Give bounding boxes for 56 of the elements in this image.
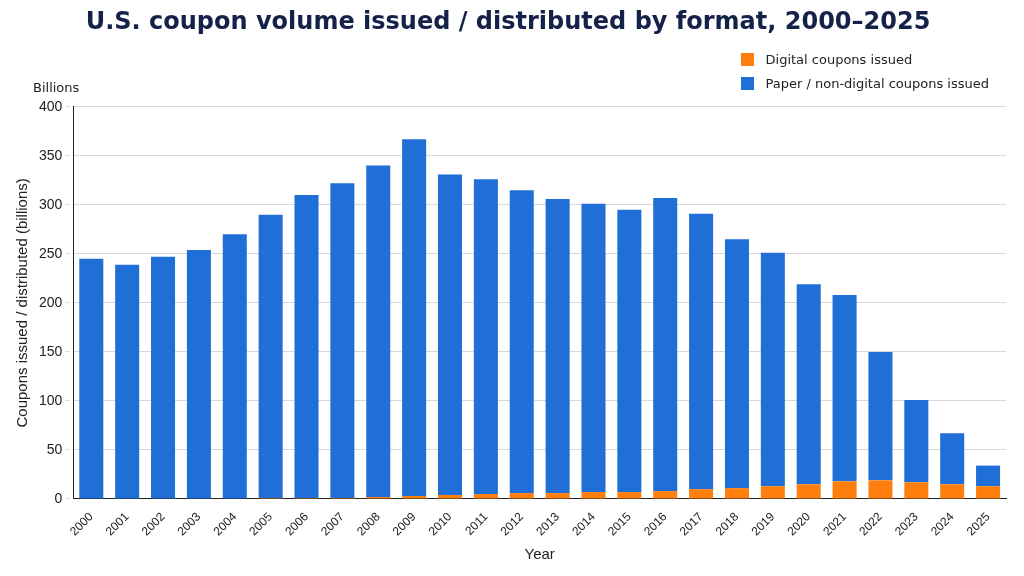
bar [473, 179, 498, 495]
bar [509, 190, 534, 494]
y-tick-label: 100 [39, 391, 63, 408]
bar [653, 197, 678, 492]
bar [904, 482, 929, 499]
bar [940, 433, 965, 485]
bar [832, 481, 857, 499]
bar [79, 258, 104, 499]
bar [509, 493, 534, 499]
y-tick-label: 400 [39, 97, 63, 114]
bar [760, 486, 785, 499]
bar [689, 489, 714, 499]
bar [653, 491, 678, 499]
bar [545, 198, 570, 494]
bar [581, 203, 606, 493]
bar [437, 174, 463, 496]
bar [581, 492, 606, 499]
y-tick-label: 0 [54, 489, 63, 506]
y-tick-label: 200 [39, 293, 63, 310]
bar [976, 486, 1001, 499]
bar [976, 465, 1001, 487]
bar [366, 165, 391, 497]
bar [330, 183, 355, 498]
bar [258, 214, 283, 498]
bar [186, 249, 211, 499]
bar [868, 480, 893, 499]
bar [760, 252, 785, 487]
bar [904, 399, 929, 483]
bar [222, 234, 247, 499]
bar [868, 351, 893, 481]
bar [724, 488, 749, 499]
bar [151, 256, 176, 499]
bar [115, 264, 140, 499]
bar [689, 213, 714, 490]
y-tick-label: 300 [39, 195, 63, 212]
y-tick-label: 350 [39, 146, 63, 163]
bar [617, 209, 642, 493]
bar [294, 195, 319, 498]
bar [796, 484, 821, 499]
y-tick-label: 150 [39, 342, 63, 359]
text: Billions [33, 79, 80, 95]
legend-label: Digital coupons issued [765, 52, 913, 67]
bar [796, 284, 821, 485]
x-axis-title: Year [524, 545, 555, 563]
bar [940, 484, 965, 499]
bar [724, 239, 749, 489]
bar [832, 295, 857, 482]
y-tick-label: 50 [46, 440, 63, 457]
chart-title: U.S. coupon volume issued / distributed by format, 2000–2025 [85, 6, 931, 35]
y-tick-label: 250 [39, 244, 63, 261]
bar [617, 492, 642, 499]
bar [402, 139, 427, 496]
bar [545, 493, 570, 499]
y-axis-title: Coupons issued / distributed (billions) [13, 178, 31, 428]
legend-label: Paper / non-digital coupons issued [765, 76, 989, 91]
bar [473, 494, 498, 499]
